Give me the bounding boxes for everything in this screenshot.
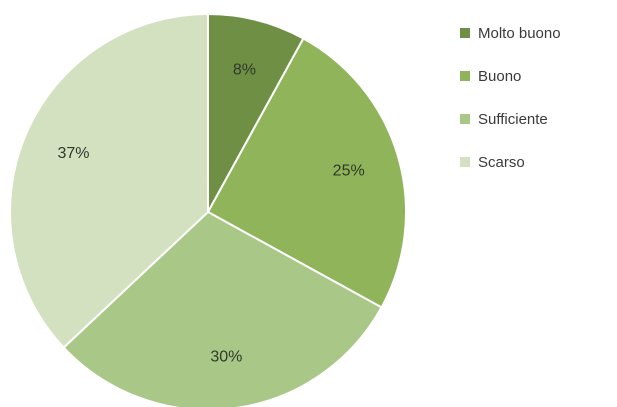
pie-slice-buono xyxy=(206,37,407,309)
data-label-molto-buono: 8% xyxy=(233,61,256,78)
data-label-buono: 25% xyxy=(333,162,365,179)
legend: Molto buono Buono Sufficiente Scarso xyxy=(460,22,610,194)
legend-swatch-molto-buono xyxy=(460,28,470,38)
legend-label-sufficiente: Sufficiente xyxy=(478,110,548,128)
data-label-scarso: 37% xyxy=(58,145,90,162)
data-label-sufficiente: 30% xyxy=(210,349,242,366)
legend-label-buono: Buono xyxy=(478,67,522,85)
legend-label-molto-buono: Molto buono xyxy=(478,24,561,42)
pie-slice-molto-buono xyxy=(207,12,305,213)
legend-swatch-buono xyxy=(460,71,470,81)
legend-swatch-sufficiente xyxy=(460,114,470,124)
legend-swatch-scarso xyxy=(460,157,470,167)
legend-label-scarso: Scarso xyxy=(478,153,525,171)
pie-slice-scarso xyxy=(9,12,209,349)
legend-item-molto-buono: Molto buono xyxy=(460,22,610,44)
pie-slice-sufficiente xyxy=(62,210,383,407)
legend-item-scarso: Scarso xyxy=(460,151,610,173)
legend-item-buono: Buono xyxy=(460,65,610,87)
legend-item-sufficiente: Sufficiente xyxy=(460,108,610,130)
